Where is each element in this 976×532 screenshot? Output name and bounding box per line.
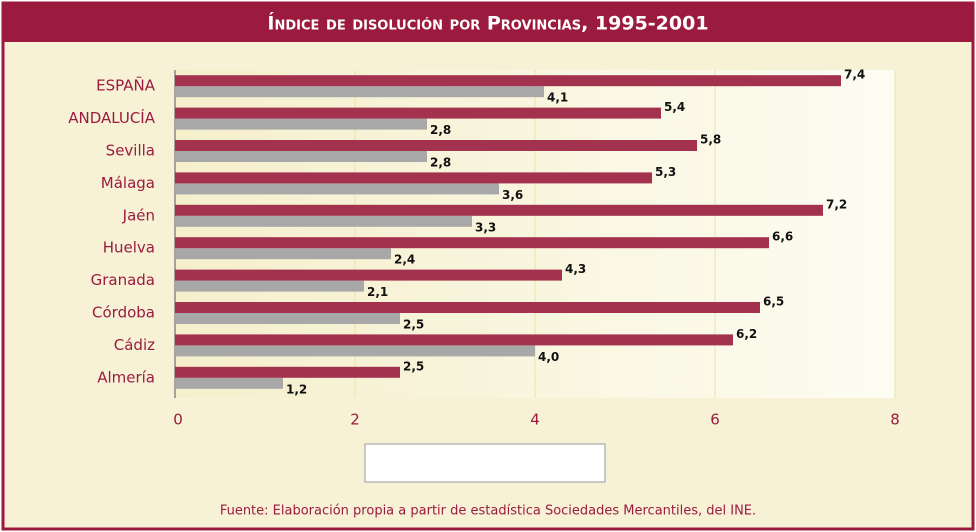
- value-label: 5,8: [700, 133, 721, 147]
- bar: [175, 118, 427, 130]
- bar: [175, 302, 760, 313]
- category-label: Granada: [91, 271, 155, 289]
- value-label: 7,2: [826, 197, 847, 211]
- value-label: 2,5: [403, 359, 424, 373]
- bar: [175, 107, 661, 119]
- value-label: 3,6: [502, 188, 523, 202]
- bar: [175, 183, 499, 195]
- value-label: 4,3: [565, 262, 586, 276]
- bar: [175, 248, 391, 260]
- bar: [175, 280, 364, 292]
- title-banner: [3, 3, 973, 42]
- value-label: 3,3: [475, 220, 496, 234]
- category-label: Málaga: [101, 174, 155, 192]
- source-note: Fuente: Elaboración propia a partir de e…: [220, 504, 756, 519]
- category-label: ESPAÑA: [96, 76, 156, 95]
- x-tick-label: 6: [710, 411, 720, 429]
- x-tick-label: 4: [530, 411, 540, 429]
- bar: [175, 377, 283, 389]
- x-tick-label: 0: [173, 411, 183, 429]
- bar: [175, 151, 427, 162]
- value-label: 6,5: [763, 295, 784, 309]
- category-label: ANDALUCÍA: [68, 108, 156, 127]
- category-label: Almería: [97, 368, 155, 386]
- value-label: 4,1: [547, 91, 568, 105]
- legend: [364, 443, 606, 483]
- value-label: 2,1: [367, 285, 388, 299]
- value-label: 1,2: [286, 382, 307, 396]
- value-label: 7,4: [844, 68, 865, 82]
- bar: [175, 86, 544, 98]
- value-label: 5,4: [664, 100, 685, 114]
- bar: [175, 204, 823, 216]
- value-label: 2,4: [394, 253, 415, 267]
- value-label: 2,8: [430, 156, 451, 170]
- x-tick-label: 8: [890, 411, 900, 429]
- bar: [175, 313, 400, 324]
- value-label: 2,8: [430, 123, 451, 137]
- bar: [175, 366, 400, 378]
- bar: [175, 140, 697, 151]
- chart-title: Índice de disolución por Provincias, 199…: [267, 12, 708, 35]
- bar: [175, 269, 562, 281]
- category-label: Cádiz: [114, 336, 155, 354]
- bar: [175, 334, 733, 346]
- value-label: 6,2: [736, 327, 757, 341]
- category-label: Huelva: [103, 239, 155, 257]
- category-label: Jaén: [122, 206, 155, 224]
- x-tick-label: 2: [350, 411, 360, 429]
- bar: [175, 172, 652, 184]
- bar: [175, 237, 769, 249]
- category-label: Sevilla: [106, 142, 155, 160]
- bar: [175, 345, 535, 357]
- bar: [175, 215, 472, 227]
- value-label: 6,6: [772, 230, 793, 244]
- bar: [175, 75, 841, 87]
- value-label: 5,3: [655, 165, 676, 179]
- category-label: Córdoba: [92, 304, 155, 322]
- value-label: 4,0: [538, 350, 559, 364]
- value-label: 2,5: [403, 318, 424, 332]
